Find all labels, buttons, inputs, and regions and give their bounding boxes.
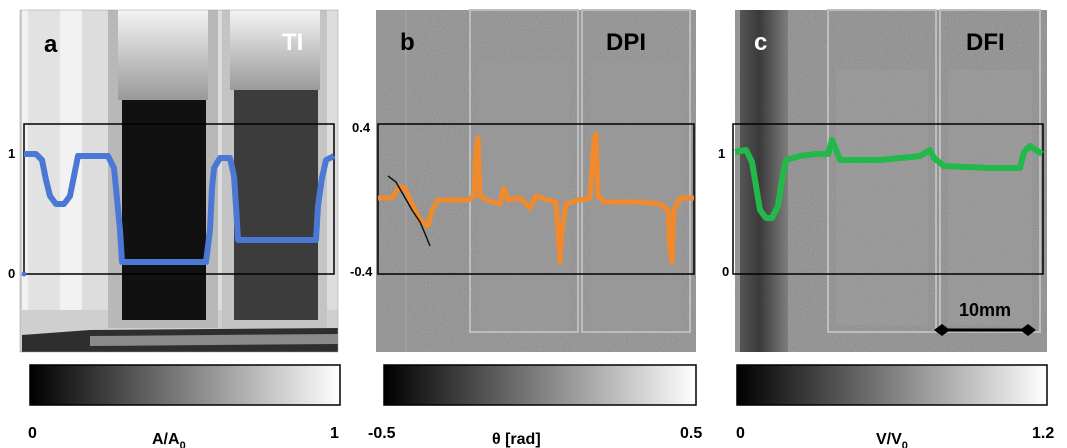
panel-c-roi-box	[732, 123, 1044, 275]
panel-c-mode: DFI	[966, 29, 1005, 56]
scale-bar-label: 10mm	[959, 300, 1011, 320]
panel-c-colorbar-unit: V/V0	[876, 431, 908, 448]
panel-a-profile-trace	[24, 151, 336, 265]
panel-b-tick-top: 0.4	[352, 120, 371, 135]
panel-b-letter: b	[400, 29, 415, 56]
scale-bar-left-cap	[934, 324, 950, 336]
panel-b-colorbar-max: 0.5	[680, 425, 702, 442]
panel-a-mode: TI	[282, 29, 303, 56]
panel-c-letter: c	[754, 29, 767, 56]
panel-c-tick-top: 1	[718, 146, 725, 161]
panel-a-letter: a	[44, 31, 58, 58]
panel-b-fit-curve	[387, 175, 431, 247]
panel-c-tick-bottom: 0	[722, 264, 729, 279]
panel-b-colorbar	[383, 364, 697, 406]
panel-a	[19, 9, 339, 353]
panel-a-axis-marker	[21, 271, 27, 277]
panel-c	[735, 9, 1047, 352]
panel-c-colorbar	[736, 364, 1048, 406]
scale-bar-right-cap	[1020, 324, 1036, 336]
panel-b	[376, 9, 696, 352]
panel-c-colorbar-min: 0	[736, 425, 745, 442]
panel-c-colorbar-max: 1.2	[1032, 425, 1054, 442]
panel-b-colorbar-unit: θ [rad]	[492, 431, 541, 448]
scale-bar: 10mm	[934, 300, 1036, 336]
panel-b-tick-bottom: -0.4	[350, 264, 373, 279]
panel-b-colorbar-min: -0.5	[368, 425, 396, 442]
panel-b-mode: DPI	[606, 29, 646, 56]
panel-a-colorbar-max: 1	[330, 425, 339, 442]
panel-a-tick-top: 1	[8, 146, 15, 161]
panel-b-profile-trace	[378, 131, 694, 265]
panel-a-colorbar-min: 0	[28, 425, 37, 442]
panel-a-tick-bottom: 0	[8, 266, 15, 281]
panel-a-colorbar	[29, 364, 341, 406]
panel-a-colorbar-unit: A/A0	[152, 431, 186, 448]
panel-a-roi-box	[23, 123, 335, 275]
panel-c-profile-trace	[734, 137, 1044, 221]
